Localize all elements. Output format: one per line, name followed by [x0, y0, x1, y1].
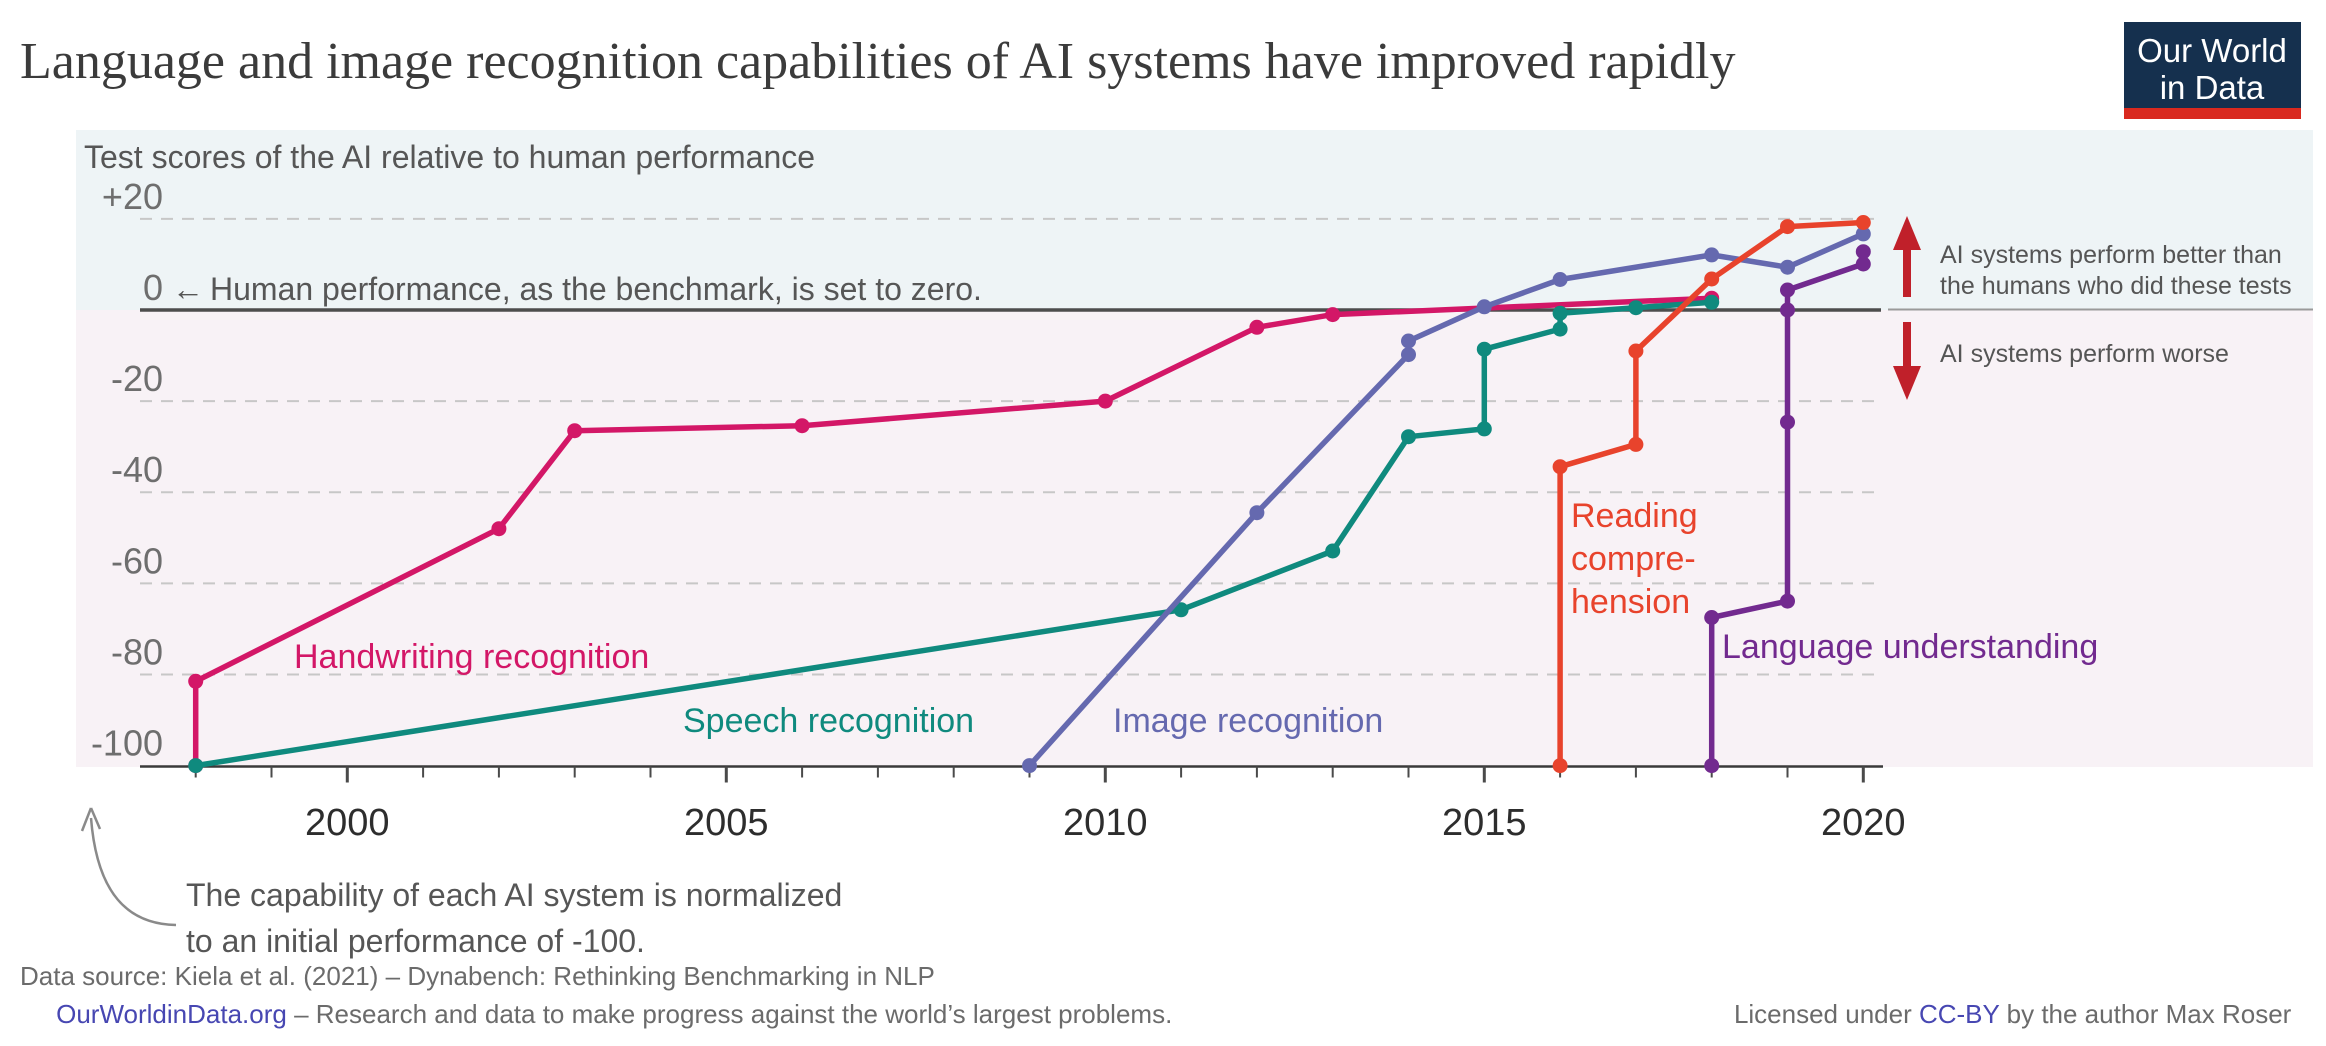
svg-text:OurWorldinData.org – Research: OurWorldinData.org – Research and data t… [20, 999, 1194, 1029]
x-axis-label: 2020 [1821, 802, 1906, 844]
chart-title: Language and image recognition capabilit… [20, 33, 1736, 90]
data-point [1476, 299, 1492, 315]
x-axis-label: 2000 [305, 802, 390, 844]
normalization-note-line1: The capability of each AI system is norm… [186, 877, 842, 913]
data-point [1552, 321, 1568, 337]
x-axis-label: 2005 [684, 802, 769, 844]
zero-benchmark-note: Human performance, as the benchmark, is … [210, 271, 982, 307]
normalization-arrow-icon [80, 807, 177, 927]
data-point [1476, 421, 1492, 437]
data-point [1325, 307, 1341, 323]
data-point [1704, 247, 1720, 263]
data-point [1780, 259, 1795, 275]
series-line [1708, 248, 1867, 769]
data-point [1628, 343, 1644, 359]
logo-box [2124, 22, 2301, 119]
arrow-up-icon [1893, 216, 1921, 297]
data-point [1855, 256, 1871, 272]
arrow-down-icon [1893, 322, 1921, 400]
data-point [491, 521, 507, 537]
left-arrow-icon: ← [172, 271, 204, 307]
y-axis-label: -60 [111, 540, 163, 581]
plot-bg-above-zero [76, 130, 2313, 310]
data-point [1855, 215, 1871, 230]
series-label-speech-recognition: Speech recognition [683, 702, 974, 740]
data-point [1780, 593, 1795, 609]
logo-line2: in Data [2160, 69, 2265, 106]
data-point [1780, 302, 1795, 318]
data-point [1552, 459, 1568, 475]
series-label-reading-comprehension: compre- [1571, 540, 1696, 578]
data-point [1855, 244, 1871, 260]
site-tagline: – Research and data to make progress aga… [287, 999, 1172, 1029]
data-point [1780, 282, 1795, 298]
worse-note: AI systems perform worse [1940, 340, 2229, 368]
data-point [188, 673, 204, 689]
series-label-handwriting-recognition: Handwriting recognition [294, 638, 649, 676]
data-point [1780, 414, 1795, 430]
data-point [1476, 341, 1492, 357]
owid-logo: Our World in Data [2124, 22, 2301, 119]
data-point [1704, 271, 1720, 287]
x-axis-label: 2015 [1442, 802, 1527, 844]
series-label-image-recognition: Image recognition [1113, 702, 1383, 740]
data-point [188, 758, 204, 774]
series-label-reading-comprehension: Reading [1571, 497, 1698, 535]
series-reading-comprehension [1552, 215, 1871, 774]
data-point [1855, 226, 1871, 242]
y-axis-label: +20 [102, 176, 163, 217]
normalization-note-line2: to an initial performance of -100. [186, 923, 645, 959]
data-point [1780, 219, 1795, 235]
y-axis-label: -100 [91, 723, 163, 764]
logo-stripe [2124, 108, 2301, 119]
series-label-language-understanding: Language understanding [1722, 628, 2098, 666]
data-point [1173, 602, 1189, 618]
y-axis-label: -40 [111, 449, 163, 490]
data-source-note: Data source: Kiela et al. (2021) – Dynab… [20, 961, 935, 991]
data-point [1704, 758, 1720, 774]
data-point [1401, 347, 1416, 363]
data-point [1097, 393, 1113, 409]
data-point [567, 423, 583, 439]
data-point [1325, 543, 1341, 559]
x-axis-label: 2010 [1063, 802, 1148, 844]
logo-line1: Our World [2137, 32, 2287, 69]
data-point [1249, 505, 1265, 521]
series-speech-recognition [188, 294, 1720, 774]
data-point [1022, 758, 1037, 774]
plot-bg-below-zero [76, 310, 2313, 767]
series-language-understanding [1704, 244, 1871, 774]
data-point [794, 418, 810, 434]
data-point [1552, 305, 1568, 321]
data-point [1249, 319, 1265, 335]
data-point [1401, 333, 1416, 349]
license-link[interactable]: CC-BY [1919, 999, 2000, 1029]
series-line [192, 299, 1715, 769]
data-point [1552, 758, 1568, 774]
y-axis-label: 0 [143, 267, 163, 308]
svg-text:Licensed under CC-BY by the au: Licensed under CC-BY by the author Max R… [1698, 999, 2313, 1029]
data-point [1552, 272, 1568, 287]
owid-site-link[interactable]: OurWorldinData.org [56, 999, 287, 1029]
better-note-line1: AI systems perform better than [1940, 241, 2282, 269]
data-point [1628, 436, 1644, 452]
data-point [1628, 300, 1644, 316]
license-post: by the author Max Roser [1999, 999, 2291, 1029]
series-label-reading-comprehension: hension [1571, 583, 1690, 621]
data-point [1704, 294, 1720, 310]
better-note-line2: the humans who did these tests [1940, 272, 2292, 300]
y-axis-label: -20 [111, 358, 163, 399]
data-point [1704, 610, 1720, 625]
series-image-recognition [1022, 226, 1871, 774]
y-axis-label: -80 [111, 631, 163, 672]
data-point [1401, 429, 1416, 445]
chart-subtitle: Test scores of the AI relative to human … [84, 139, 815, 175]
license-pre: Licensed under [1734, 999, 1919, 1029]
